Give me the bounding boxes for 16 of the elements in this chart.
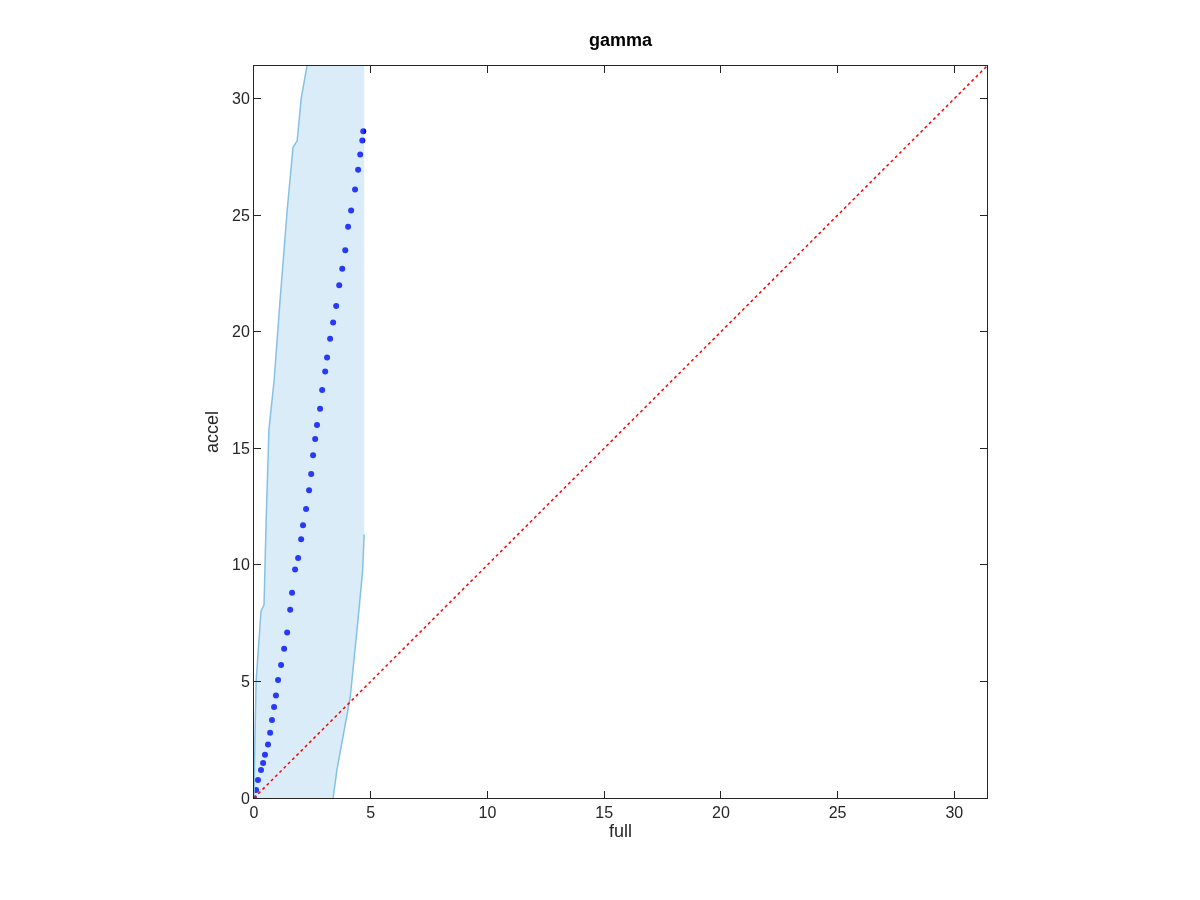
x-tick-label: 25 (828, 804, 847, 822)
x-tick-label: 20 (711, 804, 730, 822)
y-tick-label: 30 (232, 90, 250, 108)
y-tick-label: 10 (232, 556, 250, 574)
y-tick-label: 25 (232, 206, 250, 224)
y-tick-label: 15 (232, 439, 250, 457)
x-tick-label: 10 (478, 804, 497, 822)
y-axis-title: accel (202, 410, 223, 454)
x-tick-label: 15 (595, 804, 614, 822)
y-tick-label: 0 (240, 789, 250, 807)
y-tick-label: 20 (232, 323, 250, 341)
x-axis-title: full (608, 821, 633, 842)
y-tick-label: 5 (240, 673, 250, 691)
x-tick-label: 30 (945, 804, 964, 822)
chart-title: gamma (588, 30, 653, 51)
x-tick-label: 5 (366, 804, 376, 822)
